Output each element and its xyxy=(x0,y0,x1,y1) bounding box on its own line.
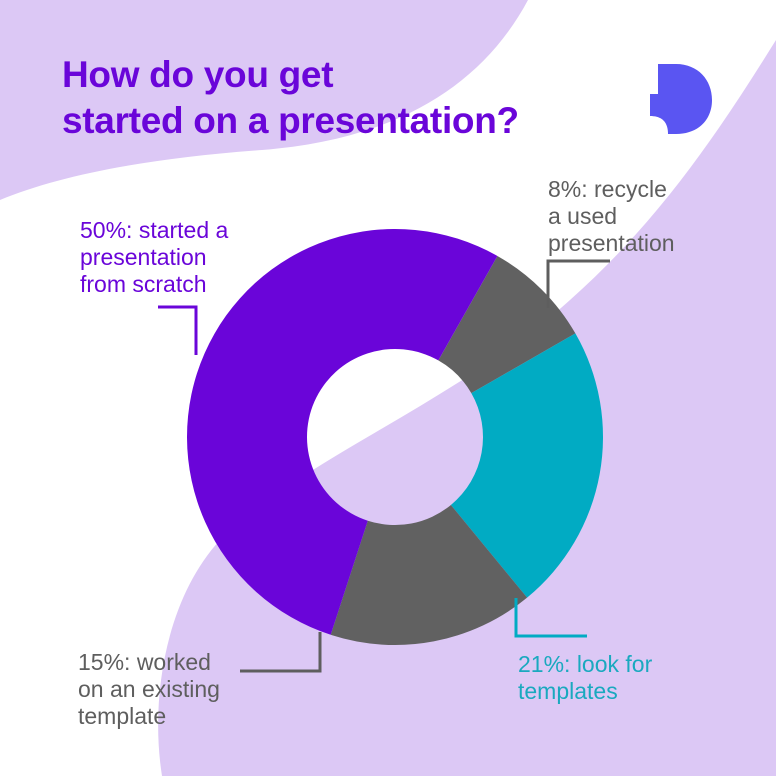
slice-label-existing-line: 15%: worked xyxy=(78,649,211,675)
slice-label-existing-line: template xyxy=(78,703,167,729)
donut-slice-scratch xyxy=(186,228,498,635)
logo-shape xyxy=(650,64,712,134)
title-line-2: started on a presentation? xyxy=(62,100,519,141)
slice-label-existing-line: on an existing xyxy=(78,676,220,702)
slice-label-recycle-line: 8%: recycle xyxy=(548,176,667,202)
leader-line-scratch xyxy=(158,305,198,355)
leader-line-recycle xyxy=(546,259,610,308)
slice-label-scratch-line: 50%: started a xyxy=(80,217,229,243)
slice-label-recycle-line: presentation xyxy=(548,230,675,256)
slice-label-templates: 21%: look for templates xyxy=(518,651,652,705)
donut-slice-recycle xyxy=(438,255,576,394)
slice-label-templates-line: templates xyxy=(518,678,618,704)
title-line-1: How do you get xyxy=(62,54,334,95)
slice-label-templates-line: 21%: look for xyxy=(518,651,653,677)
slice-label-recycle-line: a used xyxy=(548,203,618,229)
slice-label-existing: 15%: worked on an existing template xyxy=(78,649,220,730)
background-blob-top xyxy=(0,0,528,200)
leader-line-existing xyxy=(240,632,322,673)
slice-label-recycle: 8%: recycle a used presentation xyxy=(548,176,675,257)
slice-label-scratch-line: presentation xyxy=(80,244,207,270)
rounded-d-logo-icon xyxy=(650,64,712,134)
leader-line-templates xyxy=(514,598,587,638)
donut-slice-templates xyxy=(450,333,603,598)
donut-slice-existing xyxy=(330,504,528,645)
slice-label-scratch-line: from scratch xyxy=(80,271,207,297)
slice-label-scratch: 50%: started a presentation from scratch xyxy=(80,217,228,298)
